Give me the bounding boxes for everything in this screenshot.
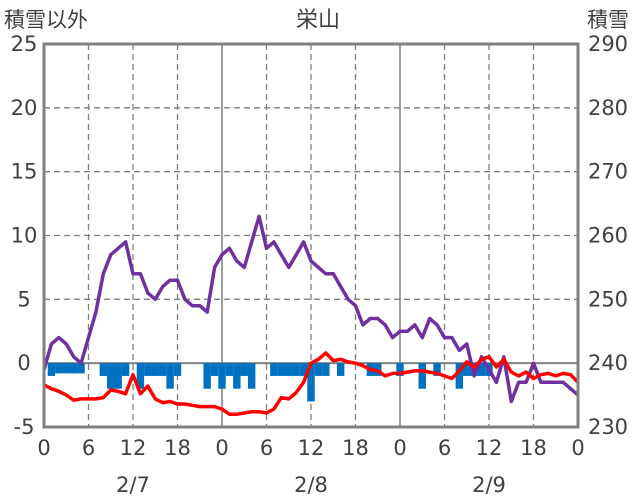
y-tick-label-right: 240 [588,351,628,375]
precipitation-bar [173,363,182,376]
precipitation-bar [247,363,256,389]
precipitation-bar [240,363,248,376]
x-tick-label: 0 [215,436,228,460]
y-tick-label-right: 280 [588,96,628,120]
precipitation-bar [270,363,278,376]
y-tick-label-left: -5 [14,415,35,439]
precipitation-bar [299,363,308,376]
x-tick-label: 0 [571,436,584,460]
precipitation-bar [203,363,211,389]
precipitation-bar [455,363,464,389]
precipitation-bar [121,363,130,376]
y-tick-label-right: 260 [588,224,628,248]
x-tick-label: 18 [520,436,547,460]
precipitation-bar [158,363,167,376]
precipitation-bar [151,363,159,376]
x-tick-label: 6 [438,436,451,460]
x-ticks: 0 6 12 18 0 6 12 18 0 6 12 18 0 [37,436,584,460]
x-tick-label: 0 [37,436,50,460]
x-tick-label: 6 [82,436,95,460]
precipitation-bar [307,363,315,402]
precipitation-bar [210,363,219,376]
y-ticks-left: -5 0 5 10 15 20 25 [11,32,38,439]
precipitation-bar [314,363,323,376]
y-tick-label-left: 15 [11,160,38,184]
x-tick-label: 18 [342,436,369,460]
date-label: 2/9 [472,473,506,497]
y-tick-label-left: 25 [11,32,38,56]
chart-title: 栄山 [296,8,340,33]
precipitation-bar [277,363,286,376]
y-tick-label-left: 20 [11,96,38,120]
y-tick-label-left: 5 [17,287,30,311]
x-tick-label: 12 [476,436,503,460]
precipitation-bar [69,363,78,374]
precipitation-bar [463,363,471,376]
x-tick-label: 12 [298,436,325,460]
precipitation-bar [62,363,70,374]
y-tick-label-right: 250 [588,287,628,311]
precipitation-bar [144,363,152,376]
precipitation-bar [218,363,226,389]
precipitation-bar [285,363,293,376]
precipitation-bar [77,363,85,374]
x-tick-label: 6 [260,436,273,460]
x-tick-label: 0 [393,436,406,460]
y-axis-label-left: 積雪以外 [4,8,88,32]
y-tick-label-left: 10 [11,224,38,248]
y-tick-label-left: 0 [17,351,30,375]
snow-depth-line [42,214,580,404]
date-label: 2/8 [294,473,328,497]
precipitation-bar [396,363,404,376]
precipitation-bar [47,363,56,376]
precipitation-bar [322,363,330,376]
precipitation-bar [292,363,300,376]
x-tick-label: 12 [120,436,147,460]
precipitation-bar [477,363,486,376]
x-tick-label: 18 [164,436,191,460]
precipitation-bar [418,363,426,389]
precipitation-bars [47,363,493,402]
precipitation-bar [107,363,115,389]
y-tick-label-right: 230 [588,415,628,439]
series-lines [42,214,580,416]
temperature-line [43,351,580,416]
date-labels: 2/7 2/8 2/9 [116,473,506,497]
date-label: 2/7 [116,473,150,497]
precipitation-bar [433,363,441,376]
precipitation-bar [336,363,345,376]
precipitation-bar [99,363,108,376]
y-tick-label-right: 290 [588,32,628,56]
y-axis-label-right: 積雪 [587,8,629,32]
precipitation-bar [114,363,122,389]
precipitation-bar [233,363,241,389]
y-tick-label-right: 270 [588,160,628,184]
y-ticks-right: 230 240 250 260 270 280 290 [588,32,628,439]
precipitation-bar [136,363,145,389]
precipitation-bar [55,363,63,374]
plot-frame [42,42,580,429]
precipitation-bar [166,363,174,389]
precipitation-bar [225,363,234,376]
